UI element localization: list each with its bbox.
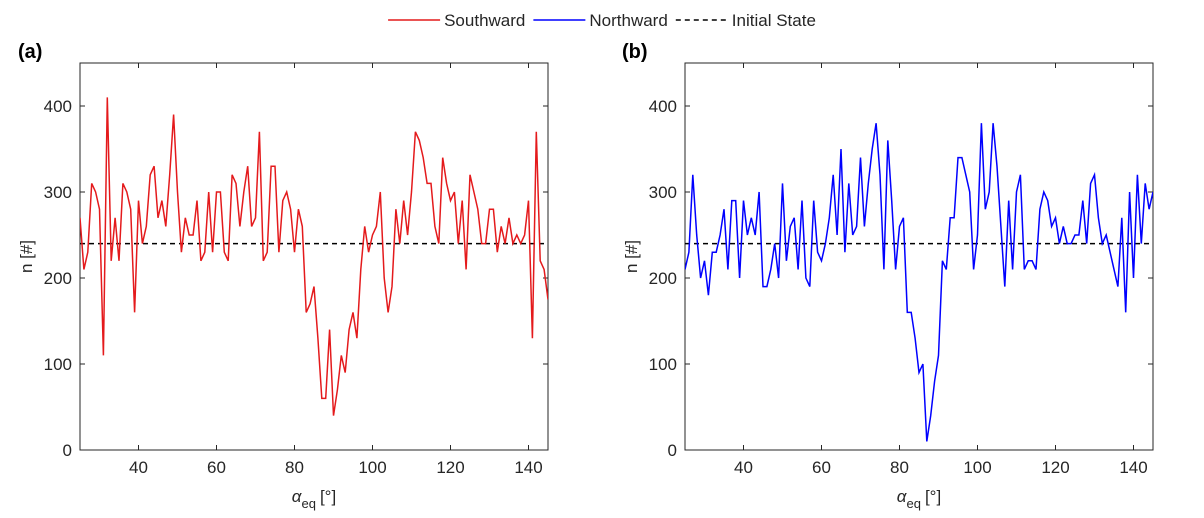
x-tick-label: 100 — [963, 458, 991, 477]
plot-area — [79, 62, 549, 451]
x-label-subscript: eq — [906, 496, 920, 511]
x-tick-label: 60 — [812, 458, 831, 477]
x-tick-label: 140 — [1119, 458, 1147, 477]
data-line — [80, 97, 548, 416]
x-label-symbol: α — [292, 487, 303, 506]
legend: Southward Northward Initial State — [388, 11, 816, 30]
legend-label: Northward — [589, 11, 667, 30]
y-tick-label: 200 — [649, 269, 677, 288]
x-label-symbol: α — [897, 487, 908, 506]
x-label-unit: [°] — [320, 487, 336, 506]
x-tick-label: 140 — [514, 458, 542, 477]
legend-label: Initial State — [732, 11, 816, 30]
y-axis-label: n [#] — [17, 240, 36, 273]
x-axis-label: αeq [°] — [292, 487, 336, 511]
x-axis-label: αeq [°] — [897, 487, 941, 511]
y-tick-label: 100 — [649, 355, 677, 374]
x-tick-label: 80 — [285, 458, 304, 477]
x-tick-label: 40 — [734, 458, 753, 477]
x-label-subscript: eq — [301, 496, 315, 511]
y-tick-label: 400 — [649, 97, 677, 116]
y-tick-label: 300 — [44, 183, 72, 202]
y-tick-label: 0 — [668, 441, 677, 460]
y-tick-label: 400 — [44, 97, 72, 116]
panel-label: (a) — [18, 41, 42, 63]
data-line — [685, 123, 1153, 442]
x-tick-label: 120 — [1041, 458, 1069, 477]
x-tick-label: 40 — [129, 458, 148, 477]
y-tick-label: 300 — [649, 183, 677, 202]
y-tick-label: 0 — [63, 441, 72, 460]
x-tick-label: 120 — [436, 458, 464, 477]
x-tick-label: 60 — [207, 458, 226, 477]
x-label-unit: [°] — [925, 487, 941, 506]
y-axis-label: n [#] — [622, 240, 641, 273]
panel-label: (b) — [622, 41, 648, 63]
plot-area — [684, 62, 1154, 451]
legend-label: Southward — [444, 11, 525, 30]
y-tick-label: 100 — [44, 355, 72, 374]
x-tick-label: 80 — [890, 458, 909, 477]
x-tick-label: 100 — [358, 458, 386, 477]
y-tick-label: 200 — [44, 269, 72, 288]
